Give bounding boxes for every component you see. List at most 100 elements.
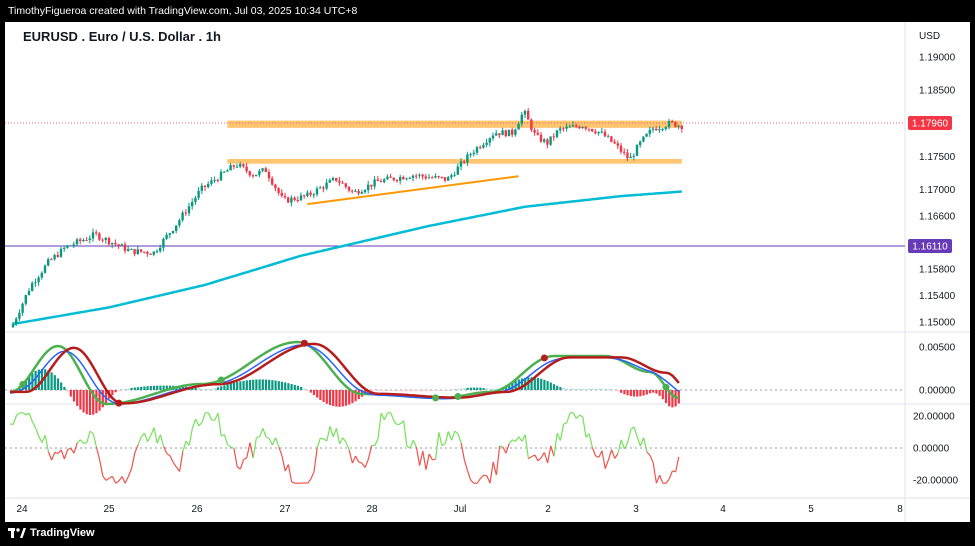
macd-histogram-bar <box>338 390 341 407</box>
oscillator-segment <box>617 439 622 454</box>
oscillator-segment <box>630 426 635 430</box>
macd-histogram-bar <box>354 390 357 402</box>
macd-histogram-bar <box>383 390 386 391</box>
oscillator-segment <box>598 450 603 458</box>
oscillator-segment <box>316 437 321 448</box>
candle-body <box>677 125 680 127</box>
macd-histogram-bar <box>344 390 348 406</box>
macd-slow-line <box>10 342 680 405</box>
oscillator-segment <box>447 431 453 441</box>
oscillator-segment <box>575 414 581 419</box>
candle-body <box>562 128 565 130</box>
tradingview-logo[interactable]: TradingView <box>8 527 95 539</box>
macd-histogram-bar <box>341 390 344 407</box>
x-tick: 4 <box>720 504 726 515</box>
macd-histogram-bar <box>591 388 594 390</box>
macd-histogram-bar <box>82 390 85 413</box>
oscillator-segment <box>505 443 510 454</box>
candle-body <box>357 190 360 194</box>
oscillator-segment <box>582 417 587 438</box>
oscillator-segment <box>463 459 469 472</box>
oscillator-segment <box>508 439 513 444</box>
candle-body <box>56 255 59 257</box>
candle-body <box>82 239 85 242</box>
candle-body <box>475 147 479 153</box>
macd-histogram-bar <box>120 389 124 390</box>
candle-body <box>191 202 194 207</box>
candle-body <box>319 187 322 189</box>
oscillator-segment <box>444 431 449 444</box>
oscillator-segment <box>111 476 117 484</box>
candle-body <box>255 174 258 177</box>
oscillator-segment <box>259 428 264 437</box>
osc-y-tick: -20.00000 <box>913 476 958 487</box>
oscillator-segment <box>585 433 590 438</box>
oscillator-segment <box>550 445 555 457</box>
brand-name: TradingView <box>30 527 95 539</box>
candle-body <box>139 249 143 252</box>
oscillator-segment <box>675 456 680 472</box>
macd-histogram-bar <box>386 390 389 391</box>
oscillator-segment <box>79 439 85 444</box>
oscillator-segment <box>115 480 120 484</box>
macd-histogram-bar <box>69 390 72 397</box>
oscillator-segment <box>268 438 273 446</box>
candle-body <box>664 127 667 129</box>
candle-body <box>619 145 623 152</box>
candle-body <box>47 259 50 266</box>
oscillator-segment <box>364 458 369 468</box>
oscillator-segment <box>12 415 17 425</box>
resistance-zone <box>227 120 682 128</box>
candle-body <box>456 166 459 175</box>
oscillator-segment <box>547 445 552 464</box>
candle-body <box>568 126 571 128</box>
candle-body <box>491 135 495 139</box>
macd-histogram-bar <box>133 387 136 390</box>
candle-body <box>328 180 331 183</box>
candle-body <box>63 247 66 249</box>
candle-body <box>283 195 287 198</box>
candle-body <box>546 139 549 145</box>
candle-body <box>530 119 533 131</box>
macd-histogram-bar <box>274 380 277 390</box>
price-y-tick: 1.16600 <box>919 212 956 223</box>
candle-body <box>75 239 79 245</box>
candle-body <box>427 177 431 179</box>
candle-body <box>399 176 402 181</box>
oscillator-segment <box>105 477 110 481</box>
candle-body <box>245 166 248 172</box>
candle-body <box>31 283 34 291</box>
macd-histogram-bar <box>405 390 408 392</box>
candle-body <box>194 197 197 203</box>
candle-body <box>149 253 152 255</box>
oscillator-segment <box>256 436 260 439</box>
candle-body <box>415 175 418 177</box>
macd-histogram-bar <box>200 388 204 390</box>
candle-body <box>40 272 43 278</box>
candle-body <box>616 143 619 146</box>
oscillator-segment <box>479 474 485 479</box>
macd-histogram-bar <box>412 390 415 392</box>
macd-histogram-bar <box>597 388 600 390</box>
candle-body <box>72 244 75 246</box>
macd-histogram-bar <box>415 390 418 392</box>
chart-svg[interactable]: EURUSD . Euro / U.S. Dollar . 1h USD 1.1… <box>5 22 970 522</box>
oscillator-segment <box>588 433 593 448</box>
macd-histogram-bar <box>373 390 376 391</box>
candle-body <box>383 179 386 183</box>
oscillator-segment <box>377 413 382 439</box>
oscillator-segment <box>460 443 465 461</box>
macd-histogram-bar <box>312 390 316 396</box>
macd-histogram-bar <box>530 377 533 390</box>
macd-histogram-bar <box>85 390 88 415</box>
oscillator-segment <box>262 428 267 438</box>
macd-cross-dot <box>540 354 548 362</box>
oscillator-segment <box>342 437 347 443</box>
macd-histogram-bar <box>469 387 472 390</box>
oscillator-segment <box>63 449 69 460</box>
macd-histogram-bar <box>149 386 152 390</box>
macd-histogram-bar <box>370 390 373 392</box>
candle-body <box>171 230 175 234</box>
oscillator-segment <box>435 432 440 460</box>
candle-body <box>216 180 219 182</box>
